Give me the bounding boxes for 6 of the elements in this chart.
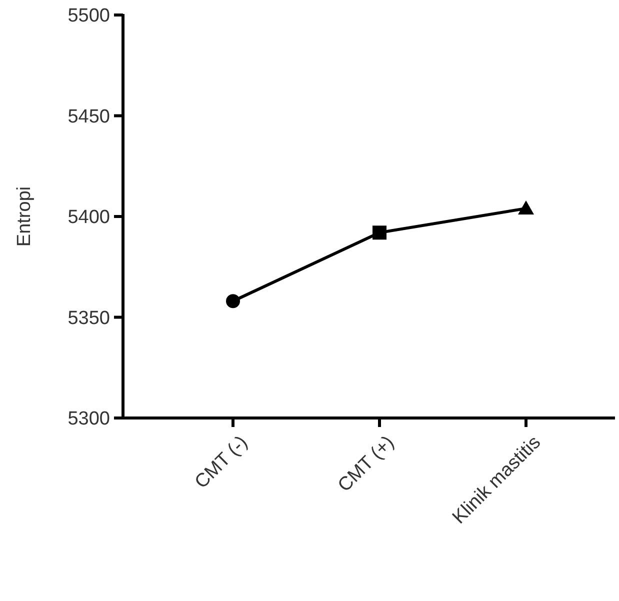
y-axis-title: Entropi — [14, 186, 35, 247]
y-tick-label: 5500 — [68, 6, 110, 27]
y-tick-label: 5450 — [68, 106, 110, 128]
y-tick-label: 5400 — [68, 207, 110, 228]
y-tick-label: 5350 — [68, 308, 110, 329]
y-tick-label: 5300 — [68, 408, 110, 430]
